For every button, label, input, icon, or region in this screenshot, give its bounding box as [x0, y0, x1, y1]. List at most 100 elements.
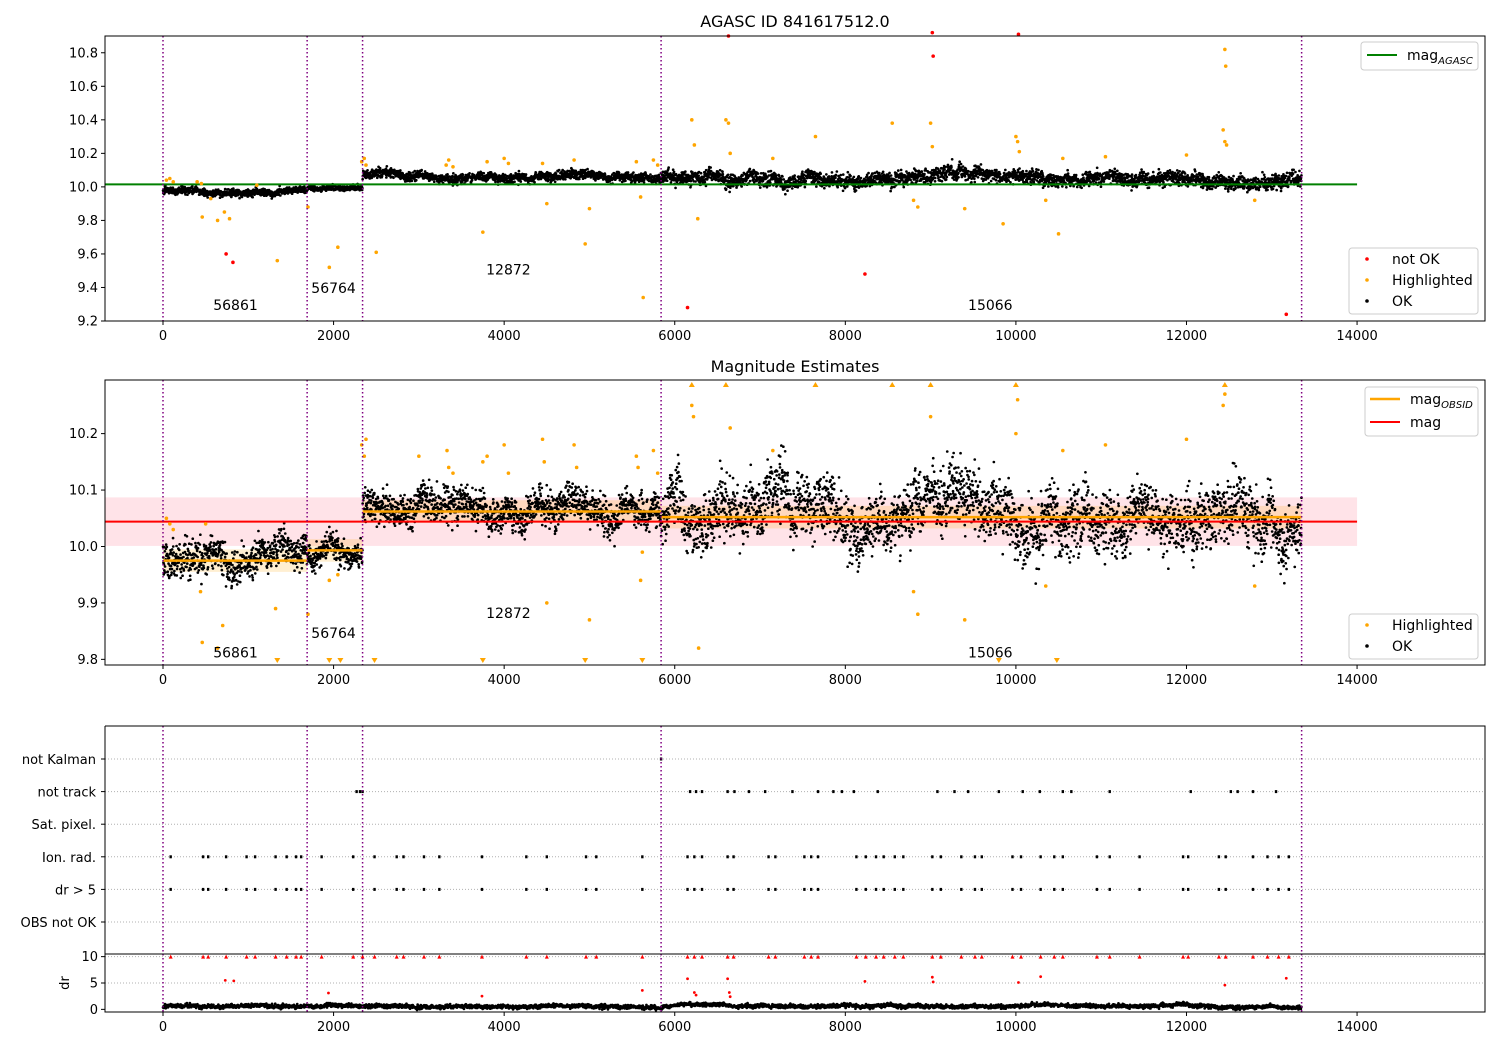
flag-event-marker — [525, 855, 528, 859]
ok-points — [659, 158, 1303, 196]
highlighted-point — [890, 121, 895, 125]
flag-event-marker — [358, 790, 362, 794]
dr-clipped-marker — [401, 954, 406, 959]
highlighted-point — [200, 640, 205, 645]
flag-event-marker — [373, 887, 376, 891]
flag-event-marker — [595, 887, 598, 891]
dr-clipped-marker — [863, 954, 868, 959]
flag-event-marker — [1138, 887, 1141, 891]
flag-event-marker — [1287, 887, 1291, 891]
x-tick-label: 10000 — [995, 673, 1036, 688]
highlighted-point — [374, 250, 379, 255]
obs-label: 12872 — [486, 606, 531, 622]
flag-event-marker — [726, 887, 729, 891]
dr-clipped-marker — [206, 954, 211, 959]
flag-category-label: not track — [37, 786, 96, 801]
highlighted-point — [771, 448, 775, 453]
x-tick-label: 0 — [159, 1020, 167, 1035]
dr-clipped-marker — [938, 954, 943, 959]
flag-event-marker — [747, 790, 751, 794]
highlighted-point — [542, 460, 547, 464]
highlighted-point — [572, 443, 576, 447]
obs-label: 56764 — [311, 626, 356, 642]
flag-event-marker — [902, 855, 905, 859]
flag-event-marker — [1186, 887, 1190, 891]
panel-dr: 0 2000 4000 6000 8000 10000 12000 14000 0 5 10 — [81, 950, 1486, 1035]
highlighted-point — [1103, 443, 1108, 447]
highlighted-point — [336, 245, 340, 250]
flag-event-marker — [1138, 855, 1141, 859]
flag-event-marker — [876, 790, 879, 794]
highlighted-point — [651, 158, 656, 162]
flag-event-marker — [1108, 855, 1111, 859]
flag-event-marker — [803, 855, 806, 859]
flag-event-marker — [694, 790, 698, 794]
highlighted-point — [306, 205, 310, 209]
legend-status-marker — [1365, 278, 1369, 282]
dr-clipped-marker — [294, 954, 299, 959]
flag-event-marker — [931, 855, 934, 859]
flag-event-marker — [1011, 887, 1014, 891]
flag-event-marker — [1108, 790, 1111, 794]
flag-event-marker — [1053, 887, 1056, 891]
clipped-low-marker — [371, 658, 378, 663]
dr-clipped-marker — [700, 954, 705, 959]
obs-label: 56861 — [213, 298, 258, 314]
y-tick-label: 10.0 — [69, 540, 98, 555]
highlighted-point — [164, 178, 169, 182]
flag-event-marker — [693, 887, 696, 891]
flag-event-marker — [960, 887, 963, 891]
legend-status-label: not OK — [1392, 252, 1440, 268]
highlighted-point — [220, 623, 225, 628]
flag-event-marker — [422, 887, 426, 891]
dr-clipped-marker — [1276, 954, 1281, 959]
highlighted-point — [728, 426, 732, 430]
panel3-frame — [104, 725, 1486, 954]
highlighted-point — [362, 156, 367, 161]
y-tick-label: 10.4 — [69, 113, 98, 128]
flag-event-marker — [1011, 855, 1014, 859]
highlighted-point — [540, 161, 545, 166]
flag-event-marker — [224, 855, 228, 859]
y-tick-label: 10.6 — [69, 80, 98, 95]
flag-event-marker — [1274, 790, 1278, 794]
y-tick-label: 10.2 — [69, 427, 98, 442]
dr-clipped-marker — [253, 954, 258, 959]
highlighted-point — [930, 144, 935, 149]
dr-outlier-point — [327, 991, 330, 995]
highlighted-point — [198, 589, 203, 594]
x-tick-label: 8000 — [829, 1020, 862, 1035]
flag-event-marker — [299, 887, 303, 891]
legend-status-marker — [1365, 644, 1369, 648]
flag-event-marker — [584, 887, 588, 891]
dr-clipped-marker — [766, 954, 771, 959]
x-tick-label: 2000 — [317, 329, 350, 344]
highlighted-point — [1224, 143, 1229, 147]
highlighted-point — [587, 618, 592, 622]
x-tick-label: 14000 — [1336, 329, 1377, 344]
ok-points — [161, 521, 309, 590]
highlighted-point — [1184, 153, 1189, 157]
highlighted-point — [327, 265, 332, 270]
dr-outlier-point — [728, 995, 732, 999]
highlighted-point — [1223, 64, 1228, 68]
highlighted-point — [506, 471, 511, 475]
highlighted-point — [545, 601, 549, 605]
legend-status-label: OK — [1392, 639, 1413, 655]
flag-event-marker — [874, 855, 878, 859]
flag-event-marker — [1108, 887, 1111, 891]
flag-event-marker — [939, 887, 943, 891]
panel2-frame — [104, 379, 1486, 666]
highlighted-point — [417, 454, 421, 458]
dr-clipped-marker — [284, 954, 289, 959]
dr-outlier-point — [863, 980, 867, 983]
clipped-high-marker — [927, 382, 934, 387]
flag-event-marker — [1039, 855, 1042, 859]
flag-event-marker — [1251, 887, 1255, 891]
highlighted-point — [327, 578, 332, 583]
highlighted-point — [208, 196, 213, 201]
dr-clipped-marker — [972, 954, 977, 959]
panel2-title: Magnitude Estimates — [711, 357, 880, 376]
flag-event-marker — [902, 887, 905, 891]
flag-event-marker — [1277, 887, 1280, 891]
